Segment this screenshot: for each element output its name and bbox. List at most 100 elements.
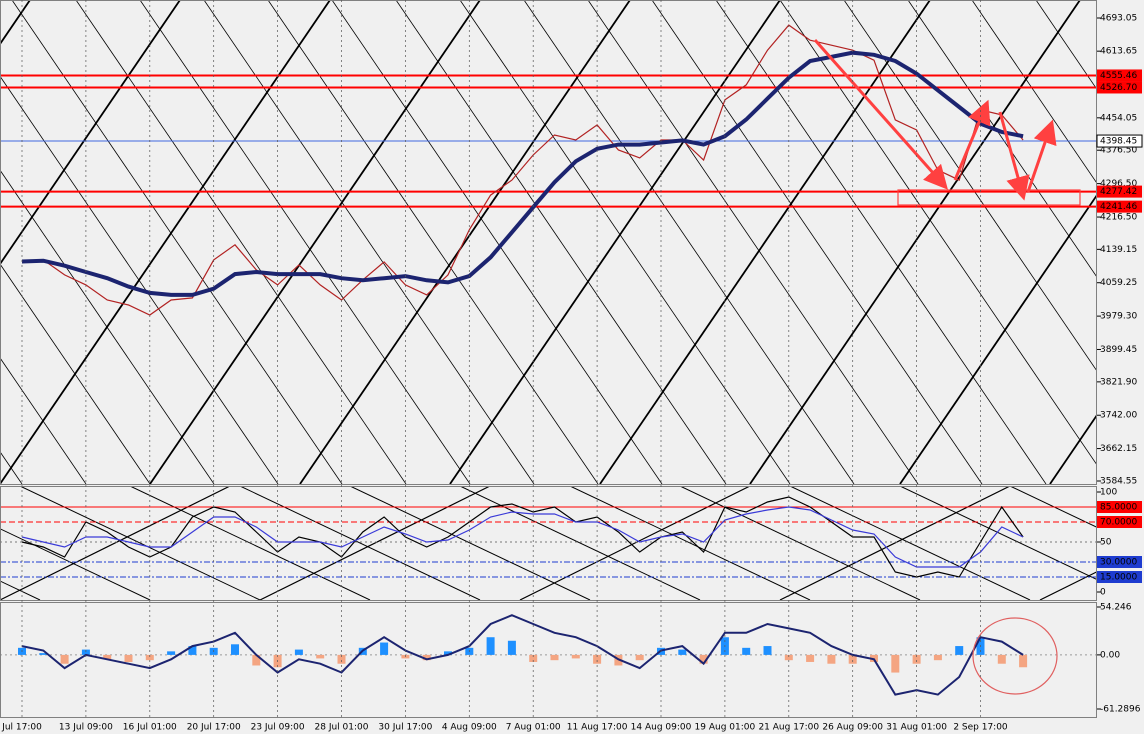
level-label-box: [1097, 185, 1142, 198]
trend-line: [971, 0, 1097, 185]
histogram-bar: [593, 654, 602, 664]
x-tick-label: 2 Sep 17:00: [953, 723, 1008, 733]
series-line: [21, 50, 1024, 297]
trend-line: [843, 0, 1097, 372]
trend-line: [239, 486, 481, 600]
level-label-box: [1097, 200, 1142, 213]
histogram-bar: [529, 654, 538, 662]
trend-line: [1009, 486, 1097, 528]
trend-line: [267, 0, 599, 484]
histogram-bar: [848, 654, 857, 664]
y-tick-label: 4059.25: [1100, 278, 1137, 288]
y-tick-label: 4613.65: [1100, 47, 1137, 57]
arrow: [953, 99, 991, 181]
price-panel: [0, 24, 1097, 316]
histogram-bar: [60, 654, 69, 664]
trend-line: [0, 169, 215, 484]
level-label: 4398.45: [1100, 137, 1137, 147]
oscillator-trend-lines: [0, 486, 1097, 600]
level-label-box: [1097, 556, 1142, 568]
x-tick-label: 11 Aug 17:00: [567, 723, 628, 733]
x-tick-label: 7 Aug 01:00: [506, 723, 561, 733]
y-tick-label: 3899.45: [1100, 345, 1137, 355]
trend-line: [331, 0, 663, 484]
trend-line: [259, 486, 491, 600]
level-label-box: [1097, 571, 1142, 583]
trend-line: [139, 0, 471, 484]
trend-line: [523, 0, 855, 484]
histogram-bar: [81, 649, 90, 655]
y-tick-label: 3662.15: [1100, 444, 1137, 454]
histogram-bar: [891, 654, 900, 673]
trend-line: [149, 0, 481, 484]
histogram-bar: [763, 646, 772, 655]
trend-line: [899, 486, 1097, 581]
trend-line: [299, 0, 631, 484]
level-label: 4555.46: [1100, 71, 1137, 81]
oscillator-panel: [0, 496, 1097, 578]
x-tick-label: 4 Aug 09:00: [442, 723, 497, 733]
trend-line: [899, 193, 1097, 484]
trend-line: [459, 486, 701, 600]
histogram-bar: [507, 640, 516, 655]
trend-line: [587, 0, 919, 484]
histogram-bar: [145, 654, 154, 661]
histogram-bar: [997, 654, 1006, 664]
trend-line: [907, 0, 1097, 278]
y-tick-label: 3821.90: [1100, 377, 1137, 387]
level-label: 4277.42: [1100, 187, 1137, 197]
x-tick-label: 14 Aug 09:00: [631, 723, 692, 733]
series-line: [21, 506, 1024, 568]
target-zone: [897, 189, 1081, 206]
level-label: 30.0000: [1100, 558, 1137, 568]
trend-line: [1035, 0, 1097, 91]
x-tick-label: 28 Jul 01:00: [315, 723, 369, 733]
y-tick-label: 4376.50: [1100, 146, 1137, 156]
trend-line: [779, 0, 1097, 466]
y-tick-label: 3979.30: [1100, 312, 1137, 322]
histogram-bar: [124, 654, 133, 662]
series-line: [21, 496, 1024, 578]
histogram-bar: [635, 654, 644, 661]
histogram-bar: [827, 654, 836, 664]
trend-line: [789, 486, 1031, 600]
level-label: 70.0000: [1100, 518, 1137, 528]
histogram-bar: [167, 651, 176, 655]
level-label-box: [1096, 134, 1143, 148]
annotations: [813, 39, 1081, 695]
trend-line: [679, 486, 921, 600]
histogram-bar: [571, 654, 580, 659]
histogram-bar: [678, 649, 687, 655]
x-tick-label: 31 Aug 01:00: [886, 723, 947, 733]
panel-border: [0, 0, 1097, 485]
histogram-bar: [316, 654, 325, 659]
y-tick-label: 100: [1100, 488, 1117, 498]
arrow: [1026, 119, 1057, 193]
level-label: 15.0000: [1100, 573, 1137, 583]
y-tick-label: 4454.05: [1100, 113, 1137, 123]
histogram-bar: [380, 642, 389, 655]
histogram-bar: [550, 654, 559, 661]
trend-line: [0, 0, 181, 266]
level-label: 4526.70: [1100, 83, 1137, 93]
trend-line: [349, 486, 591, 600]
arrow: [998, 111, 1030, 201]
level-label-box: [1097, 69, 1142, 82]
trend-line: [1039, 571, 1097, 600]
trend-line: [129, 486, 371, 600]
y-tick-label: 4216.50: [1100, 213, 1137, 223]
arrow: [813, 39, 948, 190]
histogram-bar: [103, 654, 112, 660]
trend-line: [0, 75, 279, 484]
y-tick-label: 3584.55: [1100, 476, 1137, 486]
histogram-bar: [444, 651, 452, 655]
y-tick-label: 4693.05: [1100, 14, 1137, 24]
histogram-bar: [699, 654, 708, 664]
level-label-box: [1097, 81, 1142, 94]
trend-line: [0, 0, 331, 484]
histogram-bar: [486, 637, 495, 655]
trend-line: [749, 0, 1081, 484]
